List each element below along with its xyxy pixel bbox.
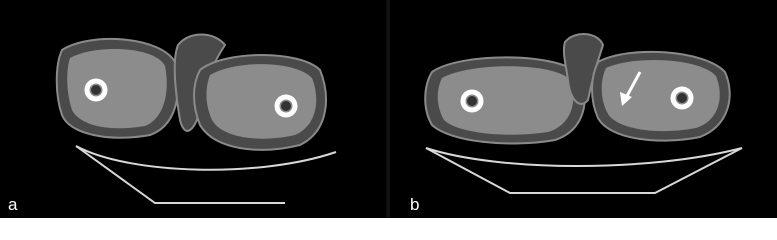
marrow: [467, 96, 477, 106]
scanner-table: [425, 147, 743, 167]
arrow-head: [620, 92, 632, 106]
marrow: [677, 93, 687, 103]
femur: [84, 78, 108, 102]
soft-tissue: [562, 33, 605, 105]
muscle: [601, 60, 720, 132]
arrow: [620, 71, 642, 106]
femur: [274, 94, 298, 118]
scanner-table: [75, 145, 285, 204]
marrow: [91, 85, 101, 95]
panel-a: a: [0, 0, 387, 218]
muscle: [437, 66, 574, 135]
muscle: [206, 64, 317, 139]
marrow: [281, 101, 291, 111]
figure: a b: [0, 0, 777, 218]
arrow-shaft: [625, 71, 642, 97]
panel-separator: [386, 0, 391, 218]
panel-label: b: [410, 195, 419, 214]
scanner-table: [75, 145, 337, 171]
panel-b: b: [390, 0, 777, 218]
femur: [670, 86, 694, 110]
femur: [460, 89, 484, 113]
scanner-table: [425, 147, 743, 194]
muscle: [67, 48, 167, 129]
panel-label: a: [8, 195, 18, 214]
